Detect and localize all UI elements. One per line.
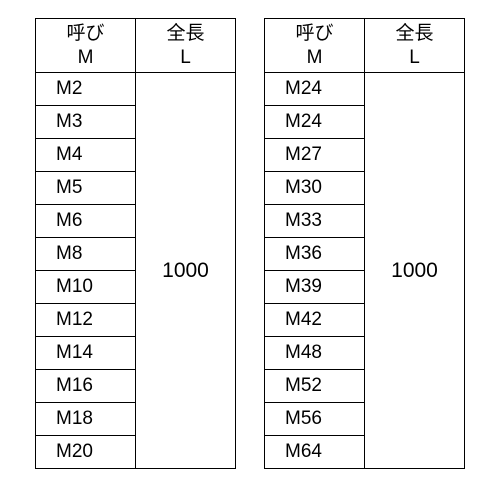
right-table: 呼び M 全長 L M24 1000 M24 M27 M30 M33 M36 M… [264,18,465,469]
left-header-yobi: 呼び M [36,19,136,73]
cell-yobi: M33 [265,205,365,238]
left-header-zencho: 全長 L [136,19,236,73]
cell-zencho-merged: 1000 [365,73,465,469]
cell-yobi: M27 [265,139,365,172]
left-table: 呼び M 全長 L M2 1000 M3 M4 M5 M6 M8 M10 M12… [35,18,236,469]
cell-yobi: M18 [36,403,136,436]
header-sub: M [266,46,363,70]
header-label: 全長 [366,22,463,46]
cell-yobi: M6 [36,205,136,238]
header-label: 呼び [266,22,363,46]
cell-yobi: M12 [36,304,136,337]
cell-yobi: M42 [265,304,365,337]
cell-yobi: M24 [265,73,365,106]
cell-yobi: M52 [265,370,365,403]
cell-yobi: M5 [36,172,136,205]
header-sub: L [137,46,234,70]
header-label: 全長 [137,22,234,46]
cell-yobi: M4 [36,139,136,172]
right-header-yobi: 呼び M [265,19,365,73]
cell-zencho-merged: 1000 [136,73,236,469]
cell-yobi: M24 [265,106,365,139]
right-header-zencho: 全長 L [365,19,465,73]
header-label: 呼び [37,22,134,46]
header-sub: M [37,46,134,70]
cell-yobi: M56 [265,403,365,436]
page: 呼び M 全長 L M2 1000 M3 M4 M5 M6 M8 M10 M12… [0,0,500,500]
table-row: M24 1000 [265,73,465,106]
cell-yobi: M64 [265,436,365,469]
cell-yobi: M36 [265,238,365,271]
cell-yobi: M8 [36,238,136,271]
cell-yobi: M30 [265,172,365,205]
cell-yobi: M39 [265,271,365,304]
cell-yobi: M20 [36,436,136,469]
table-row: M2 1000 [36,73,236,106]
cell-yobi: M48 [265,337,365,370]
cell-yobi: M16 [36,370,136,403]
cell-yobi: M10 [36,271,136,304]
cell-yobi: M2 [36,73,136,106]
cell-yobi: M14 [36,337,136,370]
cell-yobi: M3 [36,106,136,139]
header-sub: L [366,46,463,70]
